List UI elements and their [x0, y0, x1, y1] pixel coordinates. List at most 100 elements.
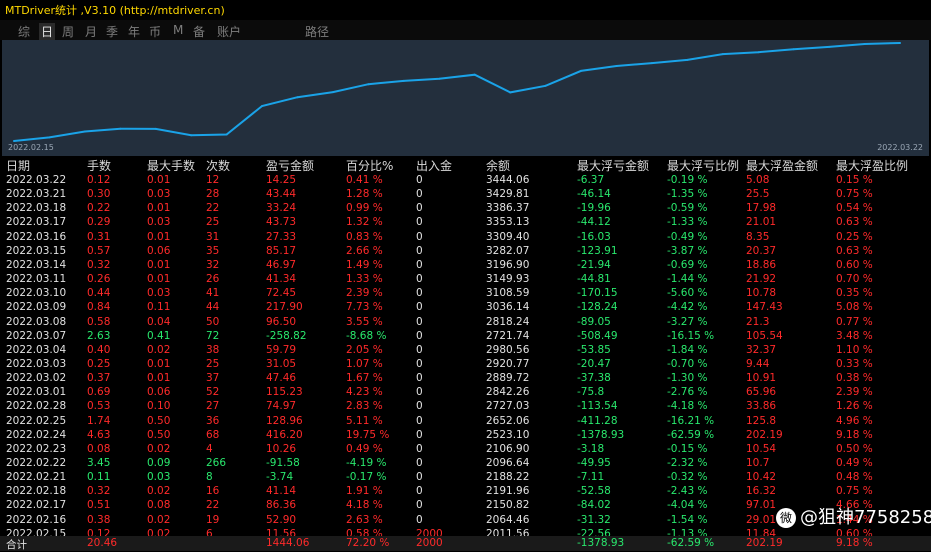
tab-period-7[interactable]: M: [173, 23, 184, 37]
tab-period-4[interactable]: 季: [106, 25, 119, 39]
table-cell: -91.58: [266, 457, 300, 469]
tab-period-3[interactable]: 月: [85, 25, 98, 39]
table-cell: -0.19 %: [667, 174, 708, 186]
column-header[interactable]: 出入金: [416, 159, 453, 173]
tab-period-9[interactable]: 账户: [217, 25, 242, 39]
table-row[interactable]: 2022.03.07 2.63 0.41 72 -258.82 -8.68 % 0 2721.…: [0, 329, 931, 344]
table-cell: 0.70 %: [836, 273, 873, 286]
table-cell: 2022.02.18: [6, 485, 67, 498]
column-header[interactable]: 手数: [87, 159, 112, 173]
table-row[interactable]: 2022.03.14 0.32 0.01 32 46.97 1.49 % 0 3196.90 -…: [0, 258, 931, 273]
table-row[interactable]: 2022.02.23 0.08 0.02 4 10.26 0.49 % 0 2106.90 -3…: [0, 442, 931, 457]
tab-period-8[interactable]: 备: [193, 25, 206, 39]
column-header[interactable]: 最大浮盈金额: [746, 159, 819, 173]
table-cell: 68: [206, 428, 220, 441]
table-row[interactable]: 2022.02.25 1.74 0.50 36 128.96 5.11 % 0 2652.06…: [0, 414, 931, 429]
equity-point: [828, 45, 831, 48]
table-cell: 27: [206, 400, 220, 413]
table-cell: 3196.90: [486, 258, 530, 271]
column-header[interactable]: 余额: [486, 159, 511, 173]
table-row[interactable]: 2022.02.16 0.38 0.02 19 52.90 2.63 % 0 2064.46 -…: [0, 513, 931, 528]
table-cell: -1.84 %: [667, 343, 708, 356]
table-row[interactable]: 2022.02.28 0.53 0.10 27 74.97 2.83 % 0 2727.03 -…: [0, 399, 931, 414]
table-cell: -31.32: [577, 513, 611, 526]
equity-point: [119, 127, 122, 130]
table-row[interactable]: 2022.03.10 0.44 0.03 41 72.45 2.39 % 0 3108.59 -…: [0, 286, 931, 301]
table-cell: 2.63: [87, 329, 111, 342]
table-row[interactable]: 2022.03.17 0.29 0.03 25 43.73 1.32 % 0 3353.13 -…: [0, 215, 931, 230]
table-cell: 2022.03.21: [6, 188, 67, 201]
tab-period-10[interactable]: 路径: [305, 25, 330, 39]
table-cell: 0.99 %: [346, 202, 383, 215]
table-row[interactable]: 2022.03.22 0.12 0.01 12 14.25 0.41 % 0 3444.06 -…: [0, 173, 931, 188]
table-cell: 3386.37: [486, 202, 530, 215]
table-cell: 3309.40: [486, 230, 530, 243]
column-header[interactable]: 最大浮盈比例: [836, 159, 909, 173]
table-cell: 3353.13: [486, 216, 530, 229]
table-row[interactable]: 2022.03.09 0.84 0.11 44 217.90 7.73 % 0 3036.14…: [0, 300, 931, 315]
table-row[interactable]: 2022.03.03 0.25 0.01 25 31.05 1.07 % 0 2920.77 -…: [0, 357, 931, 372]
table-cell: 0.51: [87, 499, 111, 512]
table-cell: 2022.03.04: [6, 343, 67, 356]
table-row[interactable]: 2022.03.18 0.22 0.01 22 33.24 0.99 % 0 3386.37 -…: [0, 201, 931, 216]
table-row[interactable]: 2022.03.15 0.57 0.06 35 85.17 2.66 % 0 3282.07 -…: [0, 244, 931, 259]
table-cell: 0.02: [147, 485, 171, 498]
table-row[interactable]: 2022.03.11 0.26 0.01 26 41.34 1.33 % 0 3149.93 -…: [0, 272, 931, 287]
table-cell: 0.63 %: [836, 244, 873, 257]
table-cell: 27.33: [266, 230, 297, 243]
table-cell: -3.74: [266, 471, 294, 484]
table-cell: -89.05: [577, 315, 611, 328]
table-cell: -1.54 %: [667, 513, 708, 526]
table-cell: 0: [416, 329, 423, 342]
tab-period-1[interactable]: 日: [39, 23, 56, 40]
table-cell: 44: [206, 301, 220, 314]
table-cell: 47.46: [266, 372, 297, 385]
table-row[interactable]: 2022.03.21 0.30 0.03 28 43.44 1.28 % 0 3429.81 -…: [0, 187, 931, 202]
table-row[interactable]: 2022.03.04 0.40 0.02 38 59.79 2.05 % 0 2980.56 -…: [0, 343, 931, 358]
table-row[interactable]: 2022.03.08 0.58 0.04 50 96.50 3.55 % 0 2818.24 -…: [0, 315, 931, 330]
table-row[interactable]: 2022.02.22 3.45 0.09 266 -91.58 -4.19 % 0 2096.…: [0, 456, 931, 471]
table-row[interactable]: 2022.03.16 0.31 0.01 31 27.33 0.83 % 0 3309.40 -…: [0, 230, 931, 245]
table-cell: 1.33 %: [346, 273, 383, 286]
table-cell: 31.05: [266, 357, 297, 370]
tab-period-2[interactable]: 周: [62, 25, 75, 39]
column-header[interactable]: 盈亏金额: [266, 159, 315, 173]
tab-period-0[interactable]: 综: [18, 25, 31, 39]
total-cell: 9.18 %: [836, 537, 873, 549]
column-header[interactable]: 日期: [6, 159, 31, 173]
table-cell: 0.03: [147, 471, 171, 484]
table-cell: -62.59 %: [667, 428, 715, 441]
table-cell: 52.90: [266, 513, 297, 526]
column-header[interactable]: 次数: [206, 159, 231, 173]
table-row[interactable]: 2022.02.21 0.11 0.03 8 -3.74 -0.17 % 0 2188.22 -…: [0, 470, 931, 485]
column-header[interactable]: 百分比%: [346, 159, 394, 173]
table-cell: 0.30: [87, 188, 111, 201]
table-cell: 22: [206, 202, 220, 215]
table-cell: 0: [416, 428, 423, 441]
table-cell: 72.45: [266, 287, 297, 300]
table-row[interactable]: 2022.02.18 0.32 0.02 16 41.14 1.91 % 0 2191.96 -…: [0, 484, 931, 499]
table-cell: 266: [206, 457, 227, 469]
table-cell: 65.96: [746, 386, 777, 399]
table-row[interactable]: 2022.02.17 0.51 0.08 22 86.36 4.18 % 0 2150.82 -…: [0, 498, 931, 513]
column-header[interactable]: 最大手数: [147, 159, 196, 173]
table-cell: -123.91: [577, 244, 618, 257]
tab-period-5[interactable]: 年: [128, 25, 141, 39]
table-row[interactable]: 2022.02.24 4.63 0.50 68 416.20 19.75 % 0 2523.1…: [0, 428, 931, 443]
column-header[interactable]: 最大浮亏金额: [577, 159, 650, 173]
table-cell: 2.05 %: [346, 343, 383, 356]
table-cell: 6: [206, 527, 213, 540]
equity-point: [225, 133, 228, 136]
table-row[interactable]: 2022.03.02 0.37 0.01 37 47.46 1.67 % 0 2889.72 -…: [0, 371, 931, 386]
column-header[interactable]: 最大浮亏比例: [667, 159, 740, 173]
table-cell: 9.18 %: [836, 428, 873, 441]
table-cell: 2191.96: [486, 485, 530, 498]
tab-period-6[interactable]: 币: [149, 25, 162, 39]
table-cell: 35: [206, 244, 220, 257]
equity-chart-svg: [13, 42, 901, 142]
table-cell: 8: [206, 471, 213, 484]
table-cell: 25: [206, 357, 220, 370]
total-cell: 72.20 %: [346, 537, 390, 549]
table-row[interactable]: 2022.03.01 0.69 0.06 52 115.23 4.23 % 0 2842.26…: [0, 385, 931, 400]
table-cell: 0.25 %: [836, 230, 873, 243]
